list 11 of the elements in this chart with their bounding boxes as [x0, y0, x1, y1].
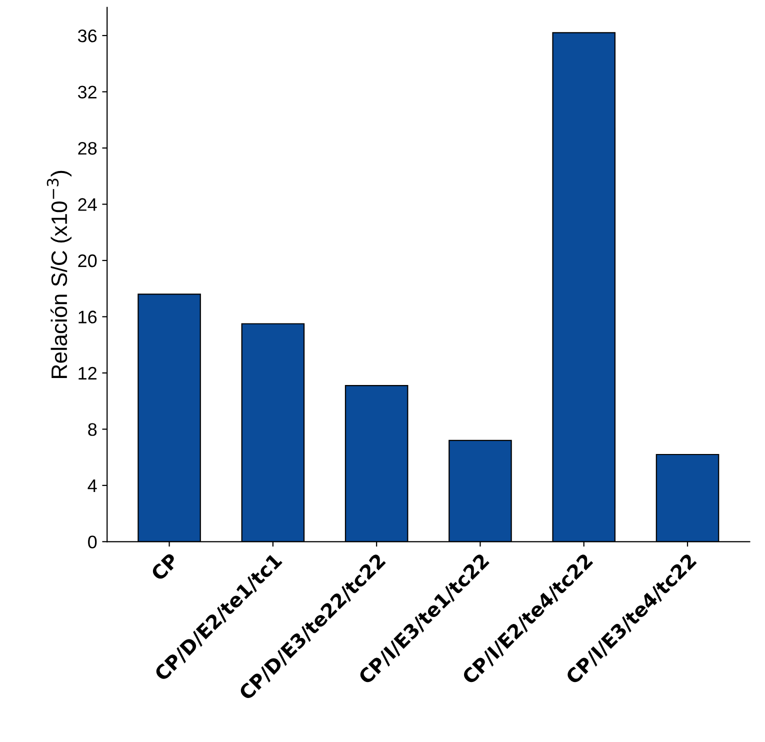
y-tick-label: 32 — [78, 86, 96, 98]
y-tick-label: 20 — [78, 254, 97, 268]
y-tick-label: 0 — [88, 536, 97, 548]
y-tick-label: 28 — [78, 142, 97, 155]
y-tick-label: 8 — [88, 423, 97, 436]
y-tick-label: 4 — [88, 480, 97, 492]
y-tick-label: 36 — [78, 29, 97, 42]
y-tick-label: 16 — [78, 310, 97, 324]
y-tick-label: 24 — [78, 198, 97, 211]
y-tick-label: 12 — [78, 366, 96, 380]
y-axis-title: Relación S/C (x10$^{−3}$) — [46, 170, 72, 378]
